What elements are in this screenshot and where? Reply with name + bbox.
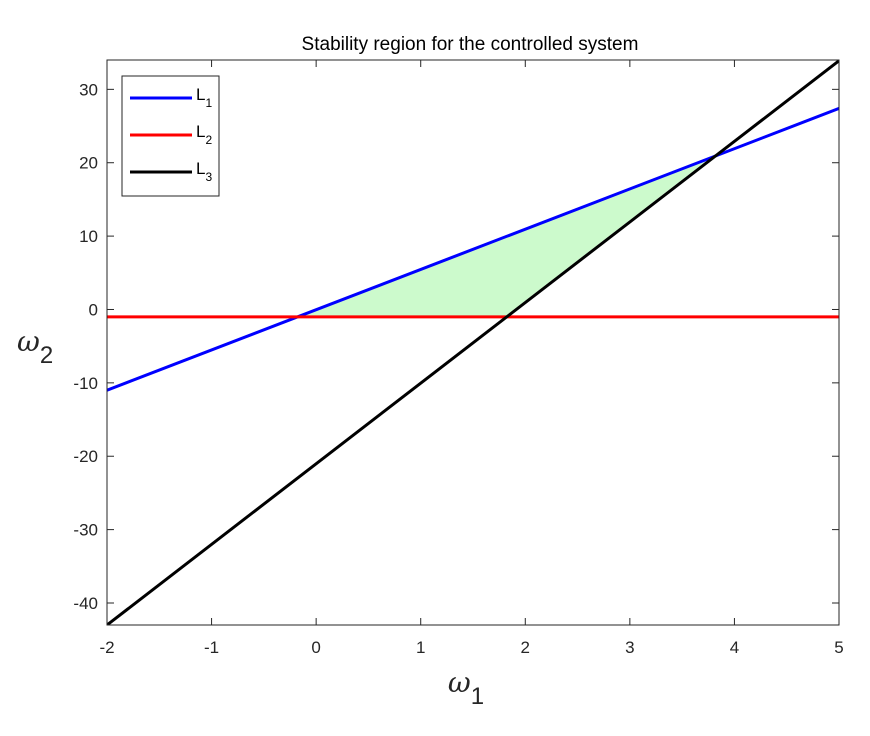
- y-tick-label: 20: [79, 154, 98, 173]
- x-tick-label: -1: [204, 638, 219, 657]
- x-axis-symbol: ω: [448, 666, 471, 699]
- axes-box: [106, 59, 840, 626]
- legend: L1 L2 L3: [121, 75, 220, 197]
- legend-entry: L2: [196, 122, 212, 147]
- x-tick-label: 3: [625, 638, 634, 657]
- legend-entry: L3: [196, 159, 212, 184]
- y-tick-label: 0: [89, 300, 98, 319]
- y-axis-symbol: ω: [17, 325, 40, 358]
- y-tick-label: -20: [73, 447, 98, 466]
- series-line-l3: [107, 60, 839, 625]
- x-tick-label: 4: [730, 638, 739, 657]
- x-tick-label: 0: [311, 638, 320, 657]
- legend-entry: L1: [196, 85, 212, 110]
- x-tick-label: 1: [416, 638, 425, 657]
- y-tick-label: 30: [79, 80, 98, 99]
- y-tick-label: 10: [79, 227, 98, 246]
- chart-title: Stability region for the controlled syst…: [302, 34, 639, 55]
- x-axis-label: ω1: [448, 666, 484, 710]
- y-tick-label: -40: [73, 594, 98, 613]
- y-tick-label: -30: [73, 521, 98, 540]
- y-axis-subscript: 2: [40, 342, 53, 369]
- x-tick-label: 5: [834, 638, 843, 657]
- x-axis-subscript: 1: [471, 683, 484, 710]
- x-tick-label: -2: [99, 638, 114, 657]
- y-axis-label: ω2: [17, 325, 53, 369]
- series-lines: [107, 60, 839, 625]
- y-tick-label: -10: [73, 374, 98, 393]
- x-tick-label: 2: [521, 638, 530, 657]
